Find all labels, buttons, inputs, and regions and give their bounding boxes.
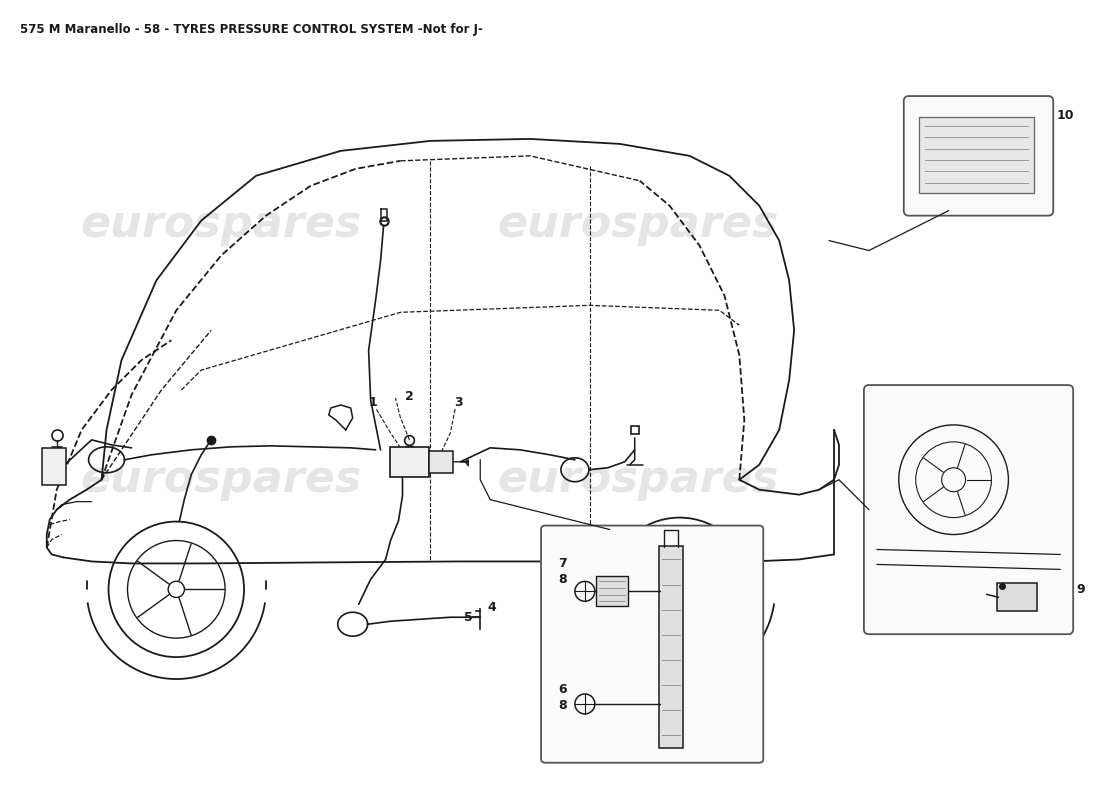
Text: 1: 1 — [368, 397, 377, 410]
FancyBboxPatch shape — [389, 447, 429, 477]
Text: eurospares: eurospares — [80, 203, 362, 246]
Text: eurospares: eurospares — [497, 458, 779, 502]
Text: 4: 4 — [487, 601, 496, 614]
Text: 6: 6 — [559, 683, 566, 697]
Text: 10: 10 — [1056, 110, 1074, 122]
Text: 9: 9 — [1076, 583, 1085, 596]
FancyBboxPatch shape — [541, 526, 763, 762]
Text: eurospares: eurospares — [80, 458, 362, 502]
FancyBboxPatch shape — [596, 576, 628, 606]
Text: 5: 5 — [463, 610, 472, 624]
Text: 2: 2 — [405, 390, 414, 402]
Text: 8: 8 — [559, 699, 566, 713]
FancyBboxPatch shape — [42, 448, 66, 485]
FancyBboxPatch shape — [998, 583, 1037, 611]
FancyBboxPatch shape — [904, 96, 1053, 216]
Text: 3: 3 — [454, 397, 463, 410]
Text: eurospares: eurospares — [497, 203, 779, 246]
FancyBboxPatch shape — [864, 385, 1074, 634]
FancyBboxPatch shape — [429, 451, 453, 473]
Text: 7: 7 — [558, 557, 566, 570]
Text: 8: 8 — [559, 573, 566, 586]
FancyBboxPatch shape — [918, 117, 1034, 193]
Text: 575 M Maranello - 58 - TYRES PRESSURE CONTROL SYSTEM -Not for J-: 575 M Maranello - 58 - TYRES PRESSURE CO… — [20, 23, 483, 36]
FancyBboxPatch shape — [659, 546, 682, 748]
